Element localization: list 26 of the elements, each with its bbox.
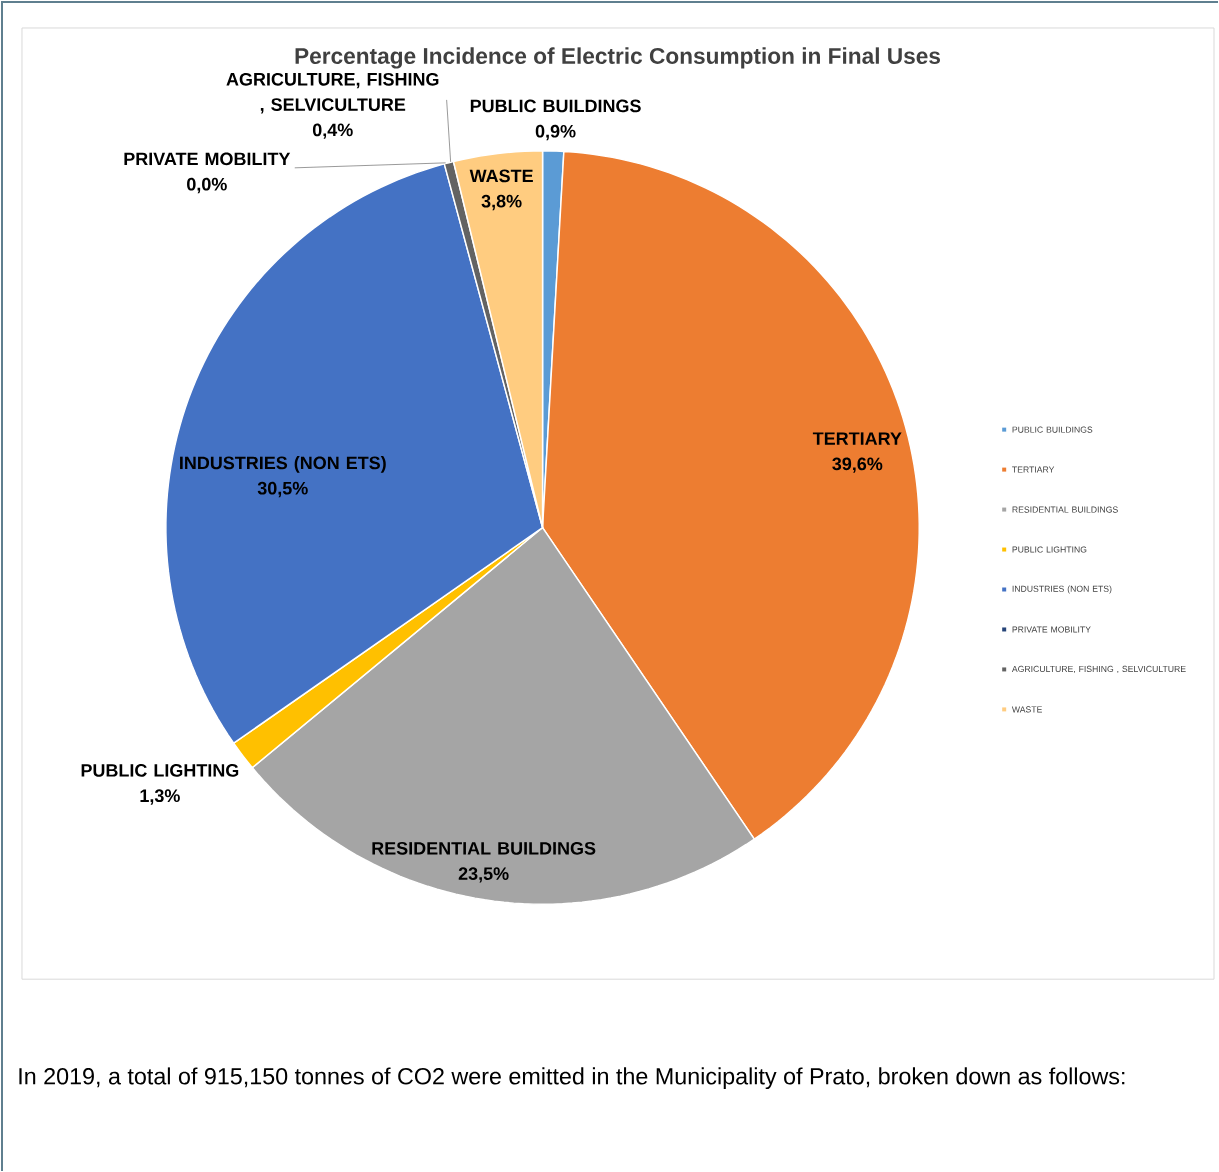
legend-label: PUBLIC LIGHTING [1012, 546, 1087, 553]
legend-label: INDUSTRIES (NON ETS) [1012, 585, 1112, 594]
legend-label: RESIDENTIAL BUILDINGS [1012, 506, 1118, 513]
data-label: 1,3% [140, 789, 180, 805]
legend-label: TERTIARY [1012, 466, 1055, 473]
legend-label: AGRICULTURE, FISHING , SELVICULTURE [1011, 665, 1186, 673]
data-label: 3,8% [481, 194, 522, 211]
text: 0,0% [187, 177, 227, 194]
slice-label: PUBLIC BUILDINGS [470, 99, 641, 113]
data-label: 0,4% [312, 123, 353, 139]
data-label: 23,5% [458, 867, 509, 883]
slice-label: WASTE [469, 169, 533, 183]
legend-label: WASTE [1011, 706, 1042, 713]
chart-title: Percentage Incidence of Electric Consumption in Final Uses [295, 47, 940, 69]
category-label: PRIVATE MOBILITY [124, 152, 291, 166]
data-label: 30,5% [257, 481, 308, 498]
legend-label: PRIVATE MOBILITY [1012, 626, 1091, 633]
slice-label: TERTIARY [812, 432, 902, 445]
slice-label: RESIDENTIAL BUILDINGS [372, 841, 596, 855]
text: In 2019, a total of 915,150 tonnes of CO2 were emitted in the Municipality of Prato, broken down as follows: [19, 1067, 1125, 1090]
data-label: 0,9% [535, 124, 576, 141]
slice-label: AGRICULTURE, FISHING , SELVICULTURE [226, 72, 439, 114]
slice-label: INDUSTRIES (NON ETS) [180, 456, 386, 473]
legend-label: PUBLIC BUILDINGS [1012, 426, 1093, 433]
data-label: 39,6% [832, 457, 883, 473]
slice-label: PUBLIC LIGHTING [81, 764, 239, 777]
